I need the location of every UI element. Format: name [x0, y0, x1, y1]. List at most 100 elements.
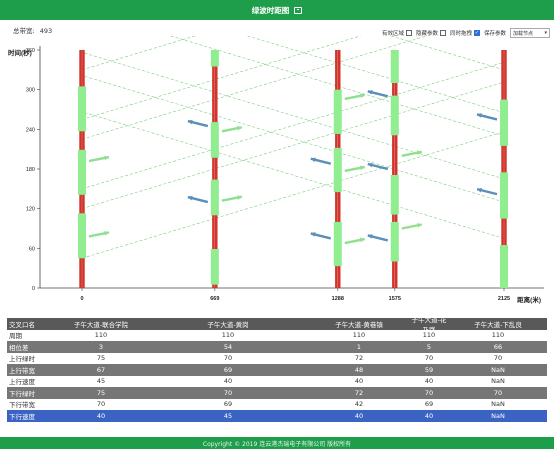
- up-direction-arrow-head: [360, 237, 365, 243]
- down-direction-arrow-head: [187, 119, 193, 125]
- green-phase-bar: [78, 86, 86, 132]
- green-phase-bar: [333, 221, 342, 267]
- sync-drag-checkbox[interactable]: ✓: [473, 30, 480, 36]
- down-direction-arrow-head: [367, 162, 373, 168]
- down-direction-arrow-head: [477, 113, 482, 118]
- hide-params-checkbox[interactable]: [439, 30, 446, 36]
- table-cell: 5: [426, 342, 432, 351]
- down-band-line: [81, 52, 505, 180]
- table-cell: 3: [98, 342, 104, 351]
- table-cell: 75: [96, 354, 106, 363]
- green-phase-bar: [390, 50, 399, 84]
- red-phase-bar: [501, 50, 504, 288]
- table-row: 上行绿时 75 70 72 70 70: [7, 352, 547, 364]
- up-band-line: [81, 81, 505, 209]
- up-band-line: [81, 61, 505, 190]
- y-axis-label: 时间(秒): [8, 48, 32, 57]
- down-direction-arrow-head: [477, 187, 482, 193]
- y-tick-label: 120: [26, 207, 35, 213]
- green-phase-bar: [390, 95, 399, 136]
- hide-params-option[interactable]: 隐藏参数: [416, 29, 446, 37]
- table-cell: 45: [96, 377, 106, 386]
- load-node-select[interactable]: 加载节点 ▾: [510, 28, 550, 38]
- hide-params-label: 隐藏参数: [415, 31, 438, 37]
- green-phase-bar: [210, 179, 219, 216]
- table-cell: NaN: [491, 400, 505, 409]
- x-axis-label: 距离(米): [517, 295, 541, 304]
- table-header-cell: 子午大道-下乱良: [474, 320, 522, 329]
- down-direction-arrow-head: [187, 195, 193, 201]
- up-direction-arrow-head: [237, 195, 242, 200]
- green-phase-bar: [210, 50, 219, 67]
- green-phase-bar: [333, 147, 342, 193]
- table-cell: NaN: [491, 377, 505, 386]
- up-direction-arrow-head: [360, 165, 365, 171]
- table-cell: NaN: [491, 411, 505, 420]
- x-tick-label: 0: [80, 296, 83, 302]
- table-cell: 66: [493, 342, 503, 351]
- red-phase-bar: [392, 50, 395, 288]
- table-cell: 45: [223, 411, 233, 420]
- red-phase-bar: [504, 50, 507, 288]
- up-band-line: [81, 36, 428, 140]
- table-cell: 70: [424, 354, 434, 363]
- table-row: 上行带宽 67 69 48 59 NaN: [7, 364, 547, 376]
- table-cell: 70: [96, 400, 106, 409]
- table-cell: 70: [493, 388, 503, 397]
- save-params-label: 保存参数: [483, 31, 506, 37]
- up-direction-arrow-head: [417, 150, 422, 155]
- x-tick-label: 1288: [332, 296, 344, 302]
- down-direction-arrow-head: [367, 234, 373, 239]
- row-label-cell: 上行绿时: [9, 355, 35, 364]
- red-phase-bar: [394, 50, 398, 288]
- y-tick-label: 300: [26, 88, 35, 94]
- total-bandwidth-value: 493: [39, 27, 53, 35]
- up-direction-arrow-head: [360, 93, 365, 99]
- row-label-cell: 下行绿时: [9, 389, 35, 398]
- row-label-cell: 上行带宽: [9, 366, 35, 375]
- table-row: 相位差 3 54 1 5 66: [7, 341, 547, 353]
- green-phase-bar: [500, 172, 508, 219]
- table-header-cell: 子午大道-花乃路: [411, 315, 447, 334]
- table-row: 周期 110 110 110 110 110: [7, 329, 547, 341]
- up-band-line: [81, 36, 362, 120]
- table-cell: 48: [354, 365, 364, 374]
- table-header-cell: 交叉口名: [9, 320, 35, 329]
- table-cell: 59: [424, 365, 434, 374]
- up-direction-arrow-head: [104, 155, 109, 161]
- options-bar: 有效区域 隐藏参数 同时拖拽 ✓ 保存参数 加载节点 ▾: [378, 28, 550, 38]
- table-cell: 67: [96, 365, 106, 374]
- table-cell: 40: [354, 411, 364, 420]
- table-header-row: 交叉口名 子午大道-联合学院 子午大道-黄岗 子午大道-黄巷镇 子午大道-花乃路…: [7, 316, 547, 334]
- green-phase-bar: [210, 248, 219, 285]
- y-tick-label: 60: [29, 246, 35, 252]
- green-phase-bar: [78, 149, 86, 195]
- row-label-cell: 周期: [9, 332, 22, 341]
- table-cell: 75: [96, 388, 106, 397]
- table-row: 下行带宽 70 69 42 69 NaN: [7, 398, 547, 410]
- fullscreen-icon[interactable]: [294, 6, 303, 14]
- save-params-button[interactable]: 保存参数: [484, 29, 506, 37]
- valid-area-checkbox[interactable]: [405, 30, 412, 36]
- row-label-cell: 上行速度: [9, 378, 35, 387]
- signal-params-table: 交叉口名 子午大道-联合学院 子午大道-黄岗 子午大道-黄巷镇 子午大道-花乃路…: [7, 316, 547, 422]
- load-node-value: 加载节点: [513, 30, 534, 37]
- table-cell: 70: [223, 354, 233, 363]
- sync-drag-option[interactable]: 同时拖拽 ✓: [450, 29, 480, 37]
- table-cell: 70: [493, 354, 503, 363]
- green-phase-bar: [78, 213, 86, 259]
- up-direction-arrow-head: [237, 125, 242, 131]
- down-direction-arrow-head: [310, 232, 316, 237]
- up-band-line: [81, 36, 196, 71]
- green-phase-bar: [390, 221, 399, 262]
- green-phase-bar: [210, 122, 219, 158]
- green-phase-bar: [390, 174, 399, 215]
- valid-area-option[interactable]: 有效区域: [382, 29, 412, 37]
- table-header-cell: 子午大道-黄巷镇: [335, 320, 383, 329]
- y-tick-label: 360: [26, 48, 35, 54]
- table-cell: 1: [356, 342, 362, 351]
- y-tick-label: 0: [32, 286, 35, 292]
- row-label-cell: 下行速度: [9, 412, 35, 421]
